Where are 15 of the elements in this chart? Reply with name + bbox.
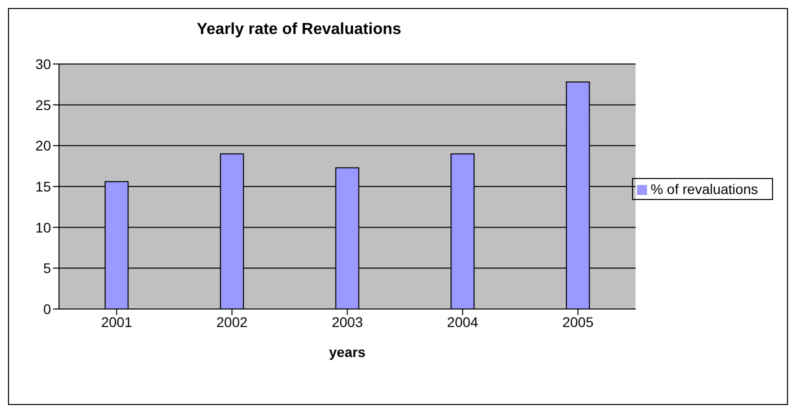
x-tick-label: 2004 [447,314,478,330]
x-tick-label: 2001 [101,314,132,330]
y-tick-label: 5 [43,260,52,276]
chart-title: Yearly rate of Revaluations [196,21,402,39]
legend-label: % of revaluations [650,181,758,197]
x-axis-title: years [329,344,366,360]
y-tick-label: 10 [35,219,52,236]
x-tick-label: 2002 [216,314,248,330]
y-tick-label: 30 [35,56,52,72]
y-tick-label: 20 [35,138,52,154]
x-tick-label: 2005 [562,314,594,330]
x-tick-label: 2003 [332,314,364,330]
y-tick-label: 15 [35,178,52,194]
y-tick-label: 0 [43,300,52,317]
y-tick-label: 25 [35,96,52,113]
